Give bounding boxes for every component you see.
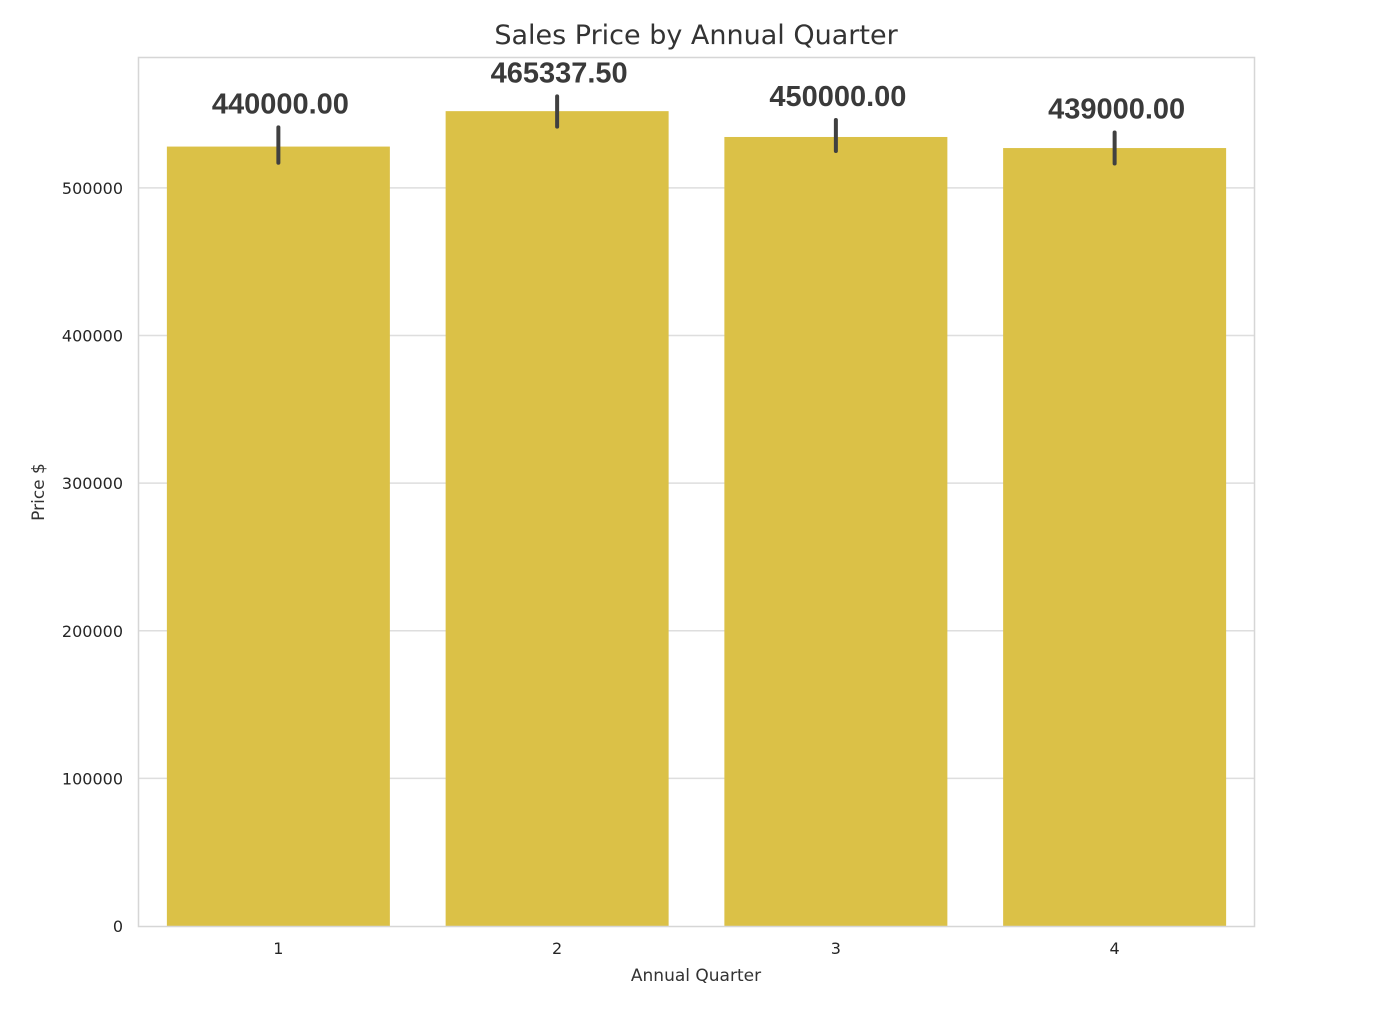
y-tick-label: 100000: [62, 769, 123, 788]
y-axis-ticks: 0 100000 200000 300000 400000 500000: [62, 179, 123, 936]
x-tick-label: 2: [552, 939, 562, 958]
data-labels: 440000.00 465337.50 450000.00 439000.00: [212, 57, 1185, 125]
y-tick-label: 500000: [62, 179, 123, 198]
data-label: 465337.50: [491, 57, 628, 89]
data-label: 450000.00: [769, 81, 906, 113]
x-tick-label: 1: [273, 939, 283, 958]
data-label: 440000.00: [212, 88, 349, 120]
error-bars: [278, 96, 1114, 163]
data-label: 439000.00: [1048, 94, 1185, 126]
chart-title: Sales Price by Annual Quarter: [494, 20, 898, 51]
y-axis-label: Price $: [29, 463, 49, 521]
x-tick-label: 4: [1110, 939, 1120, 958]
bar: [446, 111, 669, 926]
bar: [724, 137, 947, 926]
bar: [167, 147, 390, 926]
x-tick-label: 3: [831, 939, 841, 958]
x-axis-ticks: 1 2 3 4: [273, 939, 1119, 958]
y-tick-label: 200000: [62, 622, 123, 641]
x-axis-label: Annual Quarter: [631, 966, 761, 986]
y-tick-label: 0: [113, 917, 123, 936]
bars: [167, 111, 1226, 926]
y-tick-label: 400000: [62, 327, 123, 346]
y-tick-label: 300000: [62, 474, 123, 493]
bar: [1003, 148, 1226, 926]
